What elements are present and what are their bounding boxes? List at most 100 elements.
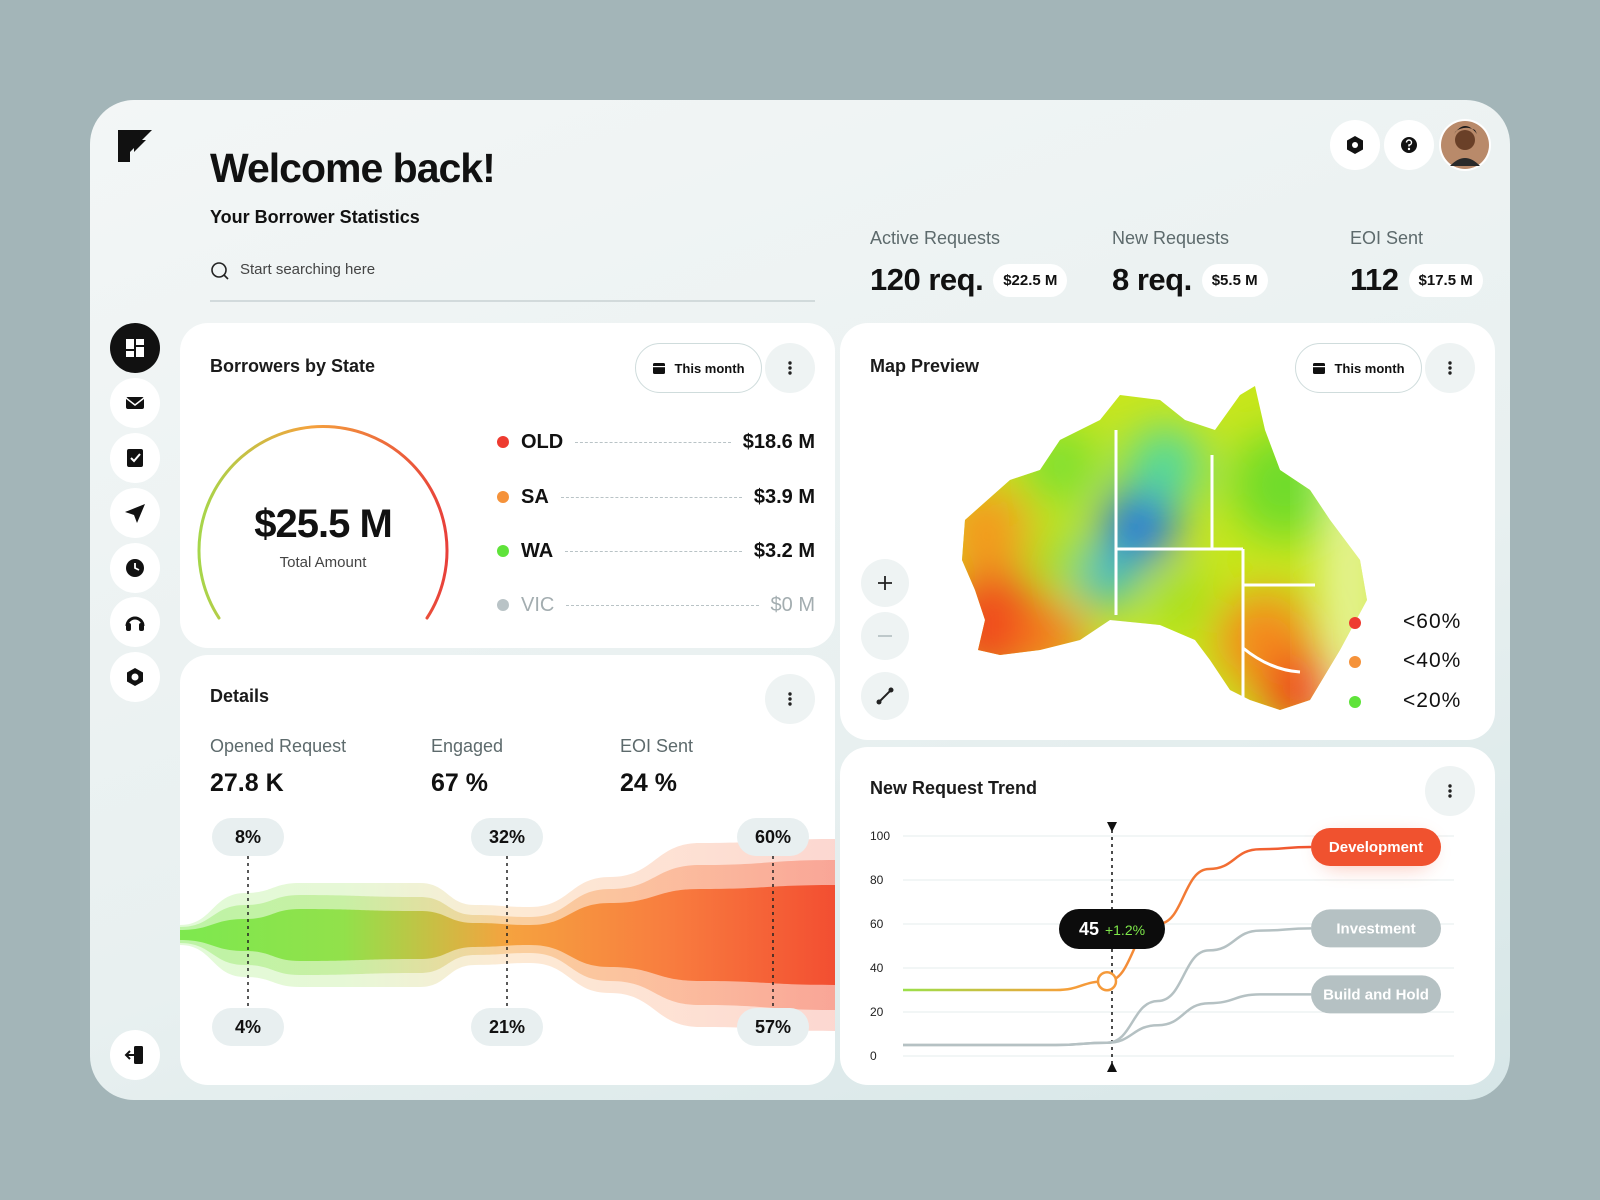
panel-title: Details: [210, 686, 270, 706]
tooltip-text: 45 +1.2%: [1079, 919, 1145, 939]
legend-label: <20%: [1403, 689, 1462, 712]
page-title: Welcome back!: [210, 145, 496, 191]
funnel-top-label: 32%: [471, 818, 543, 856]
stat-label: Active Requests: [870, 228, 1001, 248]
more-dot: [788, 371, 792, 375]
metric-value: 24 %: [620, 769, 677, 797]
funnel-top-label: 60%: [737, 818, 809, 856]
tooltip-box: [1059, 909, 1165, 949]
state-name: OLD: [521, 430, 564, 453]
trend-line: [903, 845, 1312, 992]
funnel-bottom-label: 4%: [212, 1008, 284, 1046]
stat-value: 120 req.: [870, 262, 984, 297]
total-label: Total Amount: [279, 554, 367, 571]
leader-line: [566, 604, 759, 606]
state-dot: [497, 545, 509, 557]
nav-dashboard[interactable]: [110, 323, 160, 373]
legend-pill: [1311, 828, 1441, 866]
stat-amount: $17.5 M: [1408, 263, 1483, 297]
calendar-icon: [653, 363, 666, 374]
filter-label: This month: [1334, 360, 1405, 376]
search-input[interactable]: Start searching here: [240, 261, 376, 278]
more-dot: [1448, 361, 1452, 365]
legend-label: <40%: [1403, 649, 1462, 672]
metric-label: EOI Sent: [620, 736, 694, 756]
total-amount: $25.5 M: [254, 502, 393, 546]
more-dot: [788, 697, 792, 701]
y-tick-label: 0: [870, 1049, 877, 1063]
panel-title: Map Preview: [870, 356, 980, 376]
stat-value-group: 120 req. $22.5 M: [870, 262, 1068, 298]
state-amount: $3.2 M: [753, 539, 815, 562]
funnel-bottom-label: 57%: [737, 1008, 809, 1046]
stat-value-group: 8 req. $5.5 M: [1112, 262, 1268, 298]
more-dot: [788, 702, 792, 706]
more-dot: [1448, 784, 1452, 788]
y-tick-label: 60: [870, 917, 884, 931]
tooltip-value: 45: [1079, 919, 1099, 939]
logo: [118, 130, 152, 162]
filter-button[interactable]: This month: [635, 343, 762, 393]
legend-label: <60%: [1403, 610, 1462, 633]
state-name: WA: [521, 539, 554, 562]
y-tick-label: 20: [870, 1005, 884, 1019]
page-subtitle: Your Borrower Statistics: [210, 207, 420, 227]
nav-support[interactable]: [110, 597, 160, 647]
leader-line: [560, 496, 742, 498]
panel-title: Borrowers by State: [210, 356, 376, 376]
more-dot: [1448, 366, 1452, 370]
metric-label: Opened Request: [210, 736, 347, 756]
calendar-icon: [1313, 363, 1326, 374]
stat-label: New Requests: [1112, 228, 1230, 248]
state-dot: [497, 436, 509, 448]
stat-label: EOI Sent: [1350, 228, 1424, 248]
stat-value: 112: [1350, 262, 1399, 297]
legend-label: Development: [1329, 839, 1423, 856]
state-amount: $18.6 M: [742, 430, 815, 453]
highlight-point: [1096, 970, 1118, 992]
leader-line: [575, 441, 731, 443]
state-row: SA $3.9 M: [497, 482, 815, 512]
stat-amount: $5.5 M: [1201, 263, 1268, 297]
state-row: VIC $0 M: [497, 590, 815, 620]
state-row: WA $3.2 M: [497, 536, 815, 566]
y-tick-label: 40: [870, 961, 884, 975]
legend-label: Build and Hold: [1323, 986, 1429, 1003]
map-controls: [861, 559, 909, 720]
filter-label: This month: [674, 360, 745, 376]
metric: Opened Request 27.8 K: [210, 736, 346, 798]
state-amount: $3.9 M: [753, 485, 815, 508]
more-dot: [788, 366, 792, 370]
tooltip-change: +1.2%: [1105, 922, 1145, 938]
more-dot: [788, 361, 792, 365]
legend-dot: [1349, 656, 1361, 668]
stat-value-group: 112 $17.5 M: [1350, 262, 1483, 298]
metric-value: 27.8 K: [210, 769, 284, 797]
guide-arrow: [1107, 822, 1117, 832]
state-name: VIC: [521, 593, 555, 616]
gauge-arc: [197, 424, 449, 620]
metric: EOI Sent 24 %: [620, 736, 693, 798]
heat-map: [962, 386, 1367, 710]
stat-amount: $22.5 M: [993, 263, 1068, 297]
more-dot: [1448, 794, 1452, 798]
metric-label: Engaged: [431, 736, 504, 756]
metric: Engaged 67 %: [431, 736, 503, 798]
more-dot: [1448, 371, 1452, 375]
stat-value: 8 req.: [1112, 262, 1192, 297]
y-tick-label: 80: [870, 873, 884, 887]
more-dot: [1448, 789, 1452, 793]
state-dot: [497, 599, 509, 611]
legend-dot: [1349, 696, 1361, 708]
filter-button[interactable]: This month: [1295, 343, 1422, 393]
legend-pill: [1311, 975, 1441, 1014]
leader-line: [565, 550, 742, 552]
funnel-top-label: 8%: [212, 818, 284, 856]
state-name: SA: [521, 485, 549, 508]
legend-label: Investment: [1336, 920, 1415, 937]
state-row: OLD $18.6 M: [497, 427, 815, 457]
legend-pill: [1311, 909, 1441, 948]
legend-dot: [1349, 617, 1361, 629]
